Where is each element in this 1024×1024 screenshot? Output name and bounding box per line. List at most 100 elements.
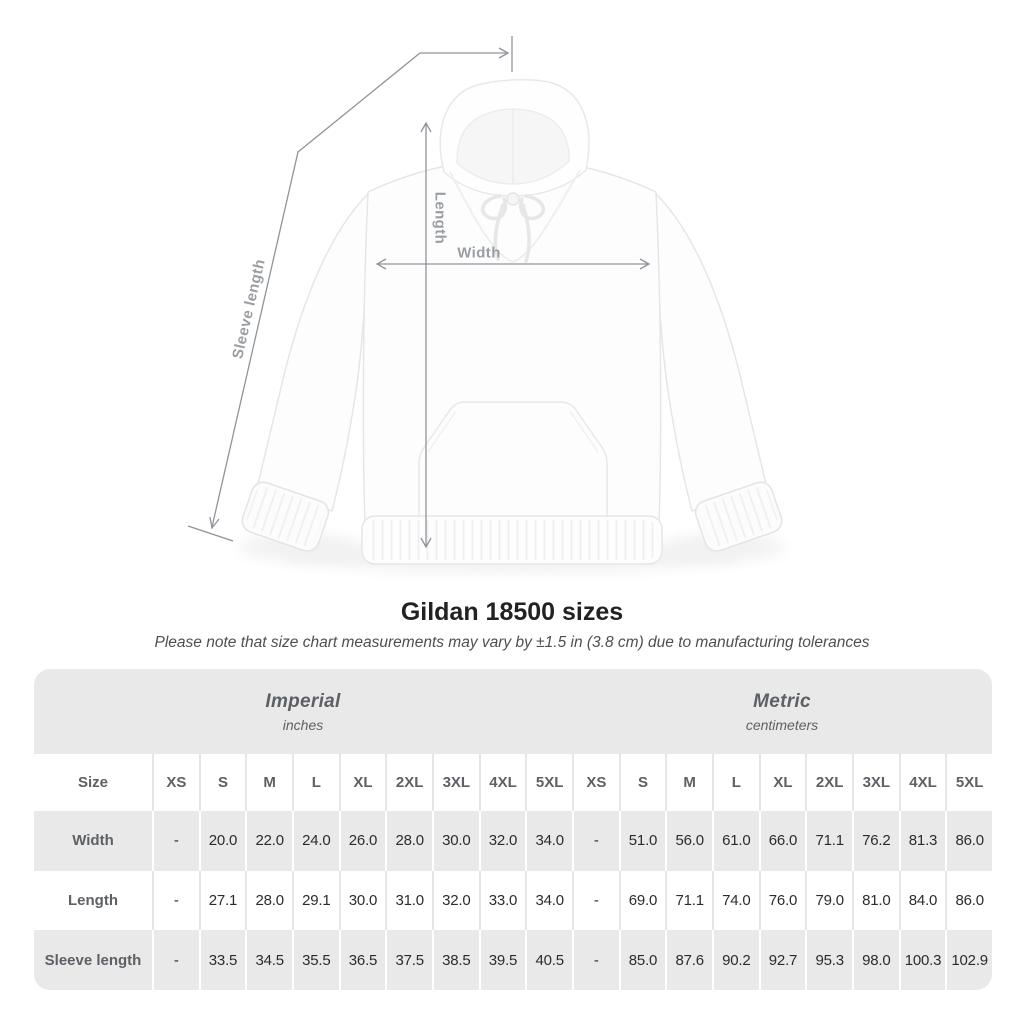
size-table-grid: Size XS S M L XL 2XL 3XL 4XL 5XL XS S M L XL 2XL 3XL 4XL 5… bbox=[34, 754, 992, 990]
cell-sleeve-length-imperial-s: 33.5 bbox=[198, 930, 246, 990]
cell-width-imperial-3xl: 30.0 bbox=[432, 811, 479, 871]
size-table: Imperial inches Metric centimeters Size X… bbox=[34, 669, 992, 990]
column-header-imperial-m: M bbox=[245, 754, 292, 811]
cell-length-imperial-xl: 30.0 bbox=[338, 870, 386, 931]
hoodie-illustration bbox=[187, 36, 786, 571]
cell-width-metric-2xl: 71.1 bbox=[805, 811, 852, 871]
hoodie-left-sleeve bbox=[238, 191, 371, 555]
cell-width-imperial-2xl: 28.0 bbox=[385, 811, 432, 871]
cell-sleeve-length-imperial-xl: 36.5 bbox=[338, 930, 386, 990]
column-header-metric-2xl: 2XL bbox=[805, 754, 852, 811]
column-header-imperial-5xl: 5XL bbox=[525, 754, 572, 811]
cell-length-metric-s: 69.0 bbox=[618, 870, 666, 931]
cell-width-metric-xs: - bbox=[572, 811, 619, 871]
cell-sleeve-length-metric-xs: - bbox=[572, 930, 619, 990]
cell-length-metric-3xl: 81.0 bbox=[852, 870, 899, 931]
cell-sleeve-length-imperial-m: 34.5 bbox=[245, 930, 292, 990]
column-header-metric-l: L bbox=[712, 754, 759, 811]
column-header-metric-xs: XS bbox=[572, 754, 619, 811]
cell-sleeve-length-metric-l: 90.2 bbox=[712, 930, 759, 990]
cell-sleeve-length-metric-3xl: 98.0 bbox=[852, 930, 899, 990]
cell-width-metric-s: 51.0 bbox=[618, 811, 666, 871]
cell-width-metric-4xl: 81.3 bbox=[898, 811, 946, 871]
page-title: Gildan 18500 sizes bbox=[400, 598, 624, 626]
cell-width-metric-l: 61.0 bbox=[712, 811, 759, 871]
size-column-header: Size bbox=[77, 774, 108, 791]
metric-unit: centimeters bbox=[745, 716, 819, 733]
hoodie-hem bbox=[361, 515, 663, 565]
cell-sleeve-length-metric-xl: 92.7 bbox=[758, 930, 806, 990]
row-label-length: Length bbox=[68, 892, 118, 909]
cell-sleeve-length-imperial-3xl: 38.5 bbox=[432, 930, 479, 990]
cell-length-metric-m: 71.1 bbox=[665, 870, 712, 931]
column-header-metric-4xl: 4XL bbox=[898, 754, 946, 811]
column-header-metric-m: M bbox=[665, 754, 712, 811]
cell-length-imperial-s: 27.1 bbox=[198, 870, 246, 931]
pocket-seams bbox=[427, 410, 599, 453]
metric-title: Metric bbox=[753, 690, 811, 712]
column-header-imperial-3xl: 3XL bbox=[432, 754, 479, 811]
measurement-row-sleeve-length: Sleeve length -33.5 34.5 35.5 36.5 37.5 38.5 39… bbox=[34, 930, 992, 990]
column-header-metric-s: S bbox=[618, 754, 666, 811]
cell-width-metric-5xl: 86.0 bbox=[945, 811, 992, 871]
cell-length-metric-4xl: 84.0 bbox=[898, 870, 946, 931]
cell-length-metric-xs: - bbox=[572, 870, 619, 931]
cell-sleeve-length-imperial-l: 35.5 bbox=[292, 930, 339, 990]
cell-sleeve-length-imperial-5xl: 40.5 bbox=[525, 930, 572, 990]
column-header-imperial-4xl: 4XL bbox=[478, 754, 526, 811]
column-header-imperial-xs: XS bbox=[152, 754, 199, 811]
bottom-tick bbox=[187, 525, 234, 542]
hoodie-pocket bbox=[418, 401, 608, 523]
hoodie-diagram: Sleeve length Length Width bbox=[187, 36, 786, 571]
hoodie-drawstrings bbox=[480, 192, 546, 263]
cell-sleeve-length-imperial-4xl: 39.5 bbox=[478, 930, 526, 990]
cell-length-imperial-5xl: 34.0 bbox=[525, 870, 572, 931]
cell-width-metric-3xl: 76.2 bbox=[852, 811, 899, 871]
cell-sleeve-length-metric-s: 85.0 bbox=[618, 930, 666, 990]
column-header-metric-5xl: 5XL bbox=[945, 754, 992, 811]
cell-width-imperial-s: 20.0 bbox=[198, 811, 246, 871]
cell-width-imperial-xl: 26.0 bbox=[338, 811, 386, 871]
cell-length-metric-2xl: 79.0 bbox=[805, 870, 852, 931]
metric-section-header: Metric centimeters bbox=[572, 669, 992, 754]
cell-width-metric-xl: 66.0 bbox=[758, 811, 806, 871]
cell-sleeve-length-imperial-xs: - bbox=[152, 930, 199, 990]
cell-sleeve-length-metric-5xl: 102.9 bbox=[945, 930, 992, 990]
cell-length-metric-xl: 76.0 bbox=[758, 870, 806, 931]
measurement-row-length: Length -27.1 28.0 29.1 30.0 31.0 32.0 33.0 34.0-… bbox=[34, 870, 992, 931]
column-header-imperial-l: L bbox=[292, 754, 339, 811]
length-arrow bbox=[420, 121, 432, 549]
length-label: Length bbox=[431, 191, 449, 245]
cell-width-imperial-xs: - bbox=[152, 811, 199, 871]
cell-width-imperial-4xl: 32.0 bbox=[478, 811, 526, 871]
cell-length-metric-5xl: 86.0 bbox=[945, 870, 992, 931]
row-label-width: Width bbox=[72, 832, 114, 850]
cell-width-imperial-l: 24.0 bbox=[292, 811, 339, 871]
cell-length-imperial-xs: - bbox=[152, 870, 199, 931]
row-label-sleeve-length: Sleeve length bbox=[44, 951, 142, 969]
tolerance-note: Please note that size chart measurements… bbox=[154, 634, 870, 651]
cell-sleeve-length-metric-m: 87.6 bbox=[665, 930, 712, 990]
cell-sleeve-length-metric-2xl: 95.3 bbox=[805, 930, 852, 990]
cell-length-imperial-3xl: 32.0 bbox=[432, 870, 479, 931]
hoodie-right-sleeve bbox=[653, 191, 786, 555]
size-header-row: Size XS S M L XL 2XL 3XL 4XL 5XL XS S M L XL 2XL 3XL 4XL 5… bbox=[34, 754, 992, 811]
cell-length-imperial-m: 28.0 bbox=[245, 870, 292, 931]
hoodie-hood bbox=[439, 79, 590, 264]
sleeve-length-arrow bbox=[187, 36, 513, 542]
cell-sleeve-length-imperial-2xl: 37.5 bbox=[385, 930, 432, 990]
column-header-metric-3xl: 3XL bbox=[852, 754, 899, 811]
column-header-imperial-2xl: 2XL bbox=[385, 754, 432, 811]
imperial-unit: inches bbox=[282, 716, 324, 733]
imperial-title: Imperial bbox=[265, 690, 341, 712]
column-header-imperial-xl: XL bbox=[338, 754, 386, 811]
cell-width-metric-m: 56.0 bbox=[665, 811, 712, 871]
cell-sleeve-length-metric-4xl: 100.3 bbox=[898, 930, 946, 990]
column-header-imperial-s: S bbox=[198, 754, 246, 811]
cell-width-imperial-5xl: 34.0 bbox=[525, 811, 572, 871]
cell-width-imperial-m: 22.0 bbox=[245, 811, 292, 871]
width-label: Width bbox=[457, 244, 501, 262]
width-arrow bbox=[375, 258, 651, 270]
measurement-row-width: Width -20.0 22.0 24.0 26.0 28.0 30.0 32.0 34.0-5… bbox=[34, 811, 992, 871]
